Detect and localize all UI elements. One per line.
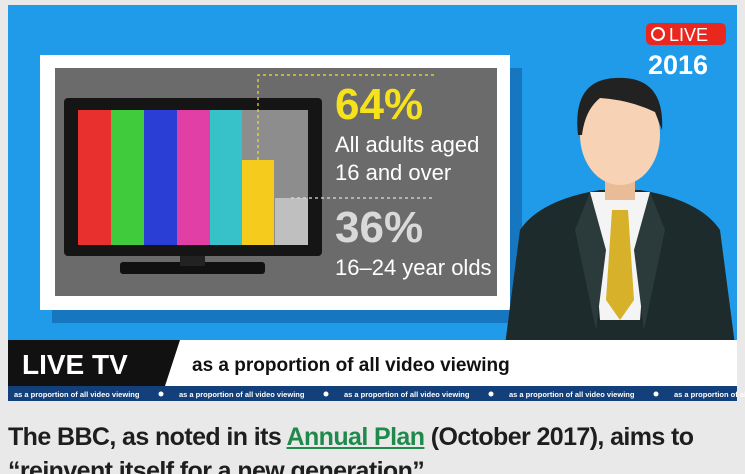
stat-value: 64%	[335, 80, 423, 129]
text: The BBC, as noted in its	[8, 423, 287, 451]
ticker-item: as a proportion of all video viewing	[14, 390, 140, 399]
stat-label: All adults aged	[335, 132, 479, 157]
ticker-item: as a proportion of all video viewing	[674, 390, 745, 399]
ticker-dot	[653, 391, 659, 397]
ticker-item: as a proportion of all video viewing	[509, 390, 635, 399]
ticker-dot	[488, 391, 494, 397]
text: “reinvent itself for a new generation”	[8, 457, 425, 474]
color-bars	[78, 110, 308, 245]
link[interactable]: Annual Plan	[286, 423, 425, 451]
illustration: 64% All adults aged 16 and over 36% 16–2…	[8, 5, 745, 401]
ticker	[8, 386, 737, 401]
tv-stand	[120, 262, 265, 274]
paragraph: The BBC, as noted in its Annual Plan (Oc…	[8, 420, 745, 474]
live-icon	[651, 27, 665, 41]
ticker-dot	[158, 391, 164, 397]
live-label: LIVE	[669, 25, 708, 45]
live-badge	[646, 23, 726, 45]
banner-tag: LIVE TV	[22, 349, 128, 380]
text: (October 2017), aims to	[424, 423, 694, 451]
stat-value: 36%	[335, 203, 423, 252]
stat-label: 16–24 year olds	[335, 255, 492, 280]
ticker-item: as a proportion of all video viewing	[344, 390, 470, 399]
ticker-dot	[323, 391, 329, 397]
news-anchor	[505, 77, 735, 345]
banner-tag-bg	[8, 340, 180, 386]
stat-label: 16 and over	[335, 160, 451, 185]
year: 2016	[648, 50, 708, 80]
pointer-64	[257, 74, 435, 160]
banner-headline: as a proportion of all video viewing	[192, 355, 510, 376]
ticker-items: as a proportion of all video viewing as a…	[14, 390, 745, 399]
ticker-item: as a proportion of all video viewing	[179, 390, 305, 399]
